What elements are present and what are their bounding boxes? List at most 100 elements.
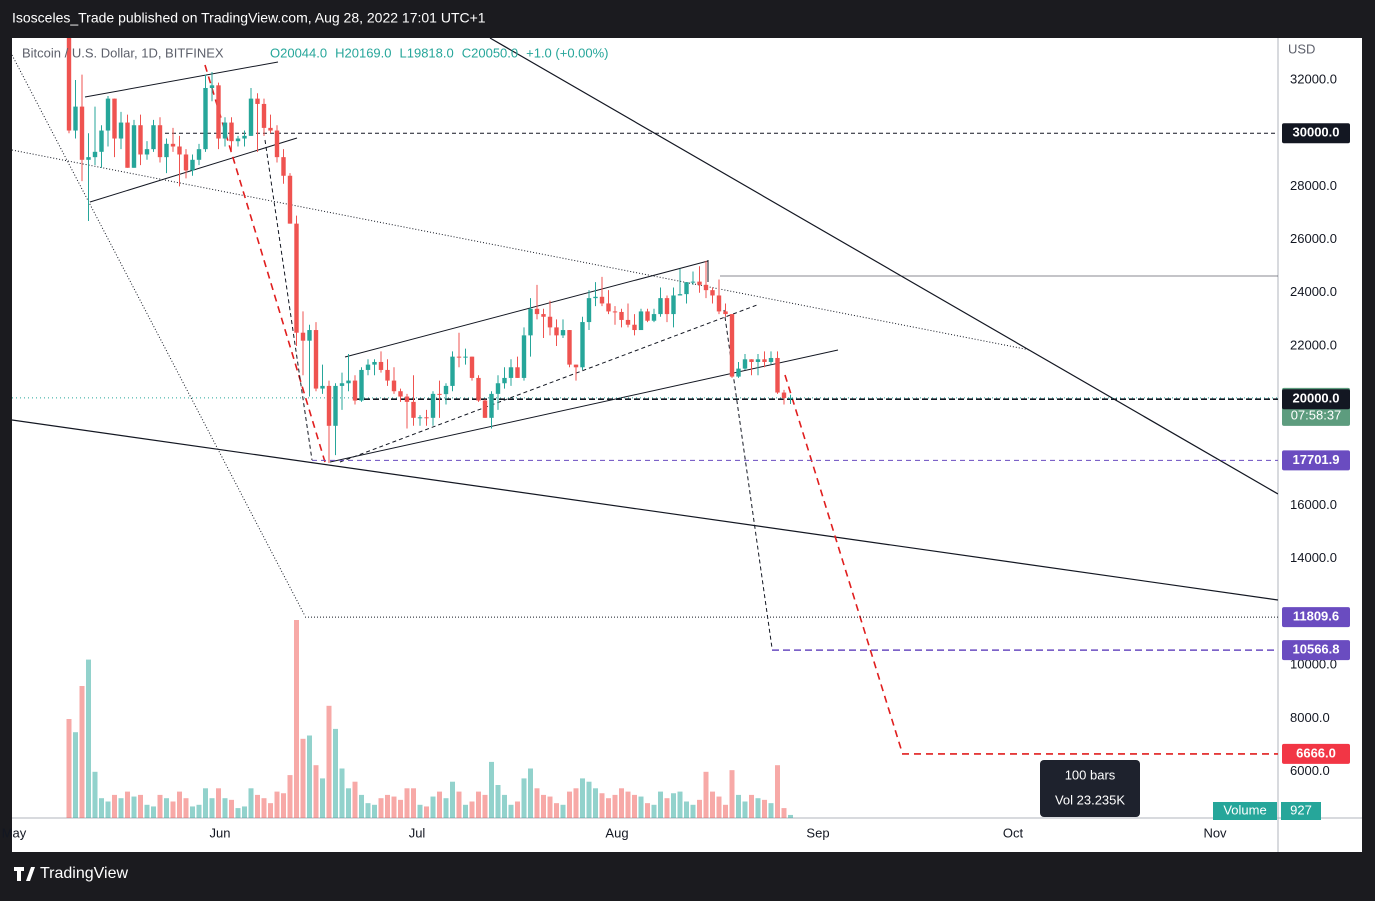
candle-body (333, 385, 338, 426)
price-label: 20000.0 (1293, 391, 1340, 406)
candle-body (300, 332, 306, 341)
volume-bar (580, 778, 585, 818)
candle-body (625, 319, 631, 325)
volume-bar (261, 798, 267, 818)
volume-bar (372, 804, 377, 818)
volume-bar (294, 620, 299, 818)
symbol-label: Bitcoin / U.S. Dollar, 1D, BITFINEX (22, 45, 224, 60)
candle-body (261, 103, 267, 128)
candle-body (723, 311, 728, 315)
candle-body (593, 296, 598, 299)
candle-body (469, 356, 475, 378)
candle-body (645, 311, 650, 321)
volume-bar (417, 804, 423, 818)
volume-bar (398, 799, 403, 818)
candle-body (638, 311, 644, 331)
candle-body (391, 380, 397, 392)
candle-body (456, 356, 462, 358)
x-tick-label: Jul (409, 825, 426, 840)
volume-bar (749, 794, 754, 818)
volume-bar (775, 765, 780, 818)
candle-body (196, 149, 202, 160)
price-label: 6666.0 (1296, 745, 1336, 760)
y-tick-label: 6000.0 (1290, 763, 1330, 778)
candle-body (307, 330, 312, 341)
candle-body (450, 356, 455, 386)
header-title: Isosceles_Trade published on TradingView… (12, 10, 486, 26)
volume-bar (268, 803, 273, 818)
volume-bar (170, 801, 176, 818)
candle-body (697, 281, 702, 285)
candle-body (235, 138, 241, 142)
volume-bar (118, 798, 124, 818)
trendline (489, 38, 1278, 495)
volume-bar (183, 798, 189, 818)
price-label-box (1282, 450, 1350, 471)
volume-bar (658, 791, 663, 818)
volume-bar (788, 814, 793, 818)
volume-bar (736, 794, 741, 818)
x-tick-label: Oct (1003, 825, 1024, 840)
candle-body (599, 296, 605, 304)
candle-body (684, 282, 689, 295)
candle-body (567, 330, 572, 365)
candle-body (749, 359, 754, 362)
volume-value: 927 (1290, 802, 1312, 817)
volume-bar (573, 788, 579, 818)
volume-bar (768, 803, 774, 818)
volume-bar (287, 775, 293, 818)
candle-body (606, 303, 611, 312)
candle-body (619, 311, 624, 320)
candle-body (378, 361, 384, 370)
candle-body (99, 130, 104, 152)
volume-bar (443, 798, 449, 818)
volume-bar (339, 768, 345, 818)
volume-bar (209, 798, 215, 818)
volume-label: Volume (1223, 802, 1266, 817)
volume-bar (255, 794, 260, 818)
candle-body (209, 85, 215, 88)
candle-body (125, 122, 130, 168)
candle-body (677, 294, 683, 296)
candle-body (547, 316, 553, 328)
volume-bar (86, 659, 91, 818)
candle-body (320, 385, 325, 389)
trendline (12, 419, 1278, 601)
price-label-box (1282, 607, 1350, 628)
volume-bar (547, 796, 553, 818)
projection-line (204, 64, 326, 463)
volume-bar (157, 794, 163, 818)
volume-bar (430, 796, 436, 818)
volume-bar (326, 705, 332, 818)
candle-body (755, 359, 761, 362)
price-label: 17701.9 (1293, 452, 1340, 467)
trendline (12, 54, 306, 617)
x-tick-label: May (2, 825, 27, 840)
volume-bar (242, 806, 247, 818)
y-tick-label: 16000.0 (1290, 497, 1337, 512)
candle-body (424, 417, 429, 419)
volume-bar (632, 794, 637, 818)
volume-bar (586, 781, 592, 818)
candle-body (573, 364, 579, 368)
candle-body (203, 87, 208, 150)
candle-body (586, 298, 592, 323)
volume-bar (469, 801, 475, 818)
volume-bar (300, 738, 306, 818)
candle-body (560, 330, 566, 336)
chart-panel (12, 38, 1362, 852)
volume-bar (359, 794, 364, 818)
candle-body (398, 391, 403, 397)
candle-body (651, 314, 657, 321)
candle-body (287, 175, 293, 224)
candle-body (385, 369, 390, 381)
volume-bar (411, 788, 416, 818)
volume-bar (619, 788, 624, 818)
y-tick-label: 32000.0 (1290, 71, 1337, 86)
candle-body (112, 98, 117, 139)
volume-bar (66, 719, 72, 818)
candle-body (710, 290, 715, 296)
volume-bar (606, 798, 611, 818)
volume-bar (437, 791, 442, 818)
